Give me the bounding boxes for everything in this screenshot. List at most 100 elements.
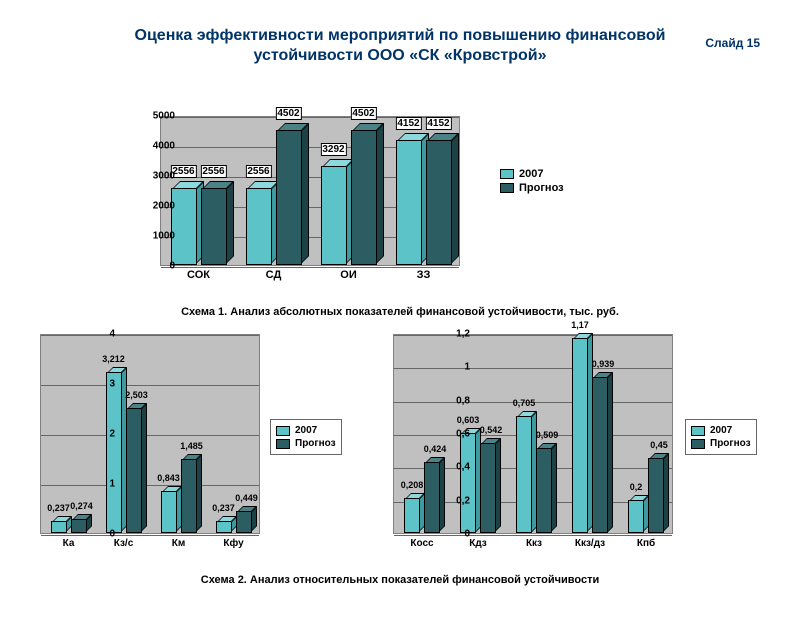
legend-label-2007: 2007	[710, 425, 732, 436]
bar-2007	[516, 416, 532, 534]
chart-1-caption: Схема 1. Анализ абсолютных показателей ф…	[0, 306, 800, 318]
value-prognoz: 0,939	[592, 359, 615, 369]
xtick: Кфу	[223, 538, 243, 549]
bar-2007	[628, 500, 644, 533]
chart-1-value-prognoz: 4502	[350, 107, 376, 120]
value-2007: 0,237	[47, 503, 70, 513]
value-prognoz: 1,485	[180, 441, 203, 451]
chart-1-value-prognoz: 4502	[275, 107, 301, 120]
xtick: Ккз/дз	[575, 538, 605, 549]
legend-swatch-2007	[691, 426, 705, 436]
xtick: Косс	[410, 538, 433, 549]
chart-1-bar-2007	[246, 188, 272, 265]
gridline	[394, 335, 672, 336]
value-2007: 0,843	[157, 473, 180, 483]
ytick: 1	[100, 479, 115, 490]
bar-2007	[404, 498, 420, 533]
xtick: Кз/с	[114, 538, 134, 549]
bar-prognoz	[424, 462, 440, 533]
legend-item-prognoz: Прогноз	[500, 182, 564, 194]
bar-prognoz	[592, 377, 608, 534]
chart-2-caption: Схема 2. Анализ относительных показателе…	[0, 574, 800, 586]
chart-1-bar-prognoz	[426, 140, 452, 265]
ytick: 0,8	[445, 395, 470, 406]
chart-1-value-prognoz: 2556	[200, 165, 226, 178]
value-prognoz: 0,424	[424, 444, 447, 454]
legend-item-prognoz: Прогноз	[276, 438, 336, 449]
bar-prognoz	[480, 443, 496, 533]
ytick: 0,4	[445, 462, 470, 473]
ytick: 0	[445, 529, 470, 540]
value-prognoz: 0,274	[70, 501, 93, 511]
value-2007: 3,212	[102, 354, 125, 364]
value-2007: 1,17	[571, 320, 589, 330]
legend-item-2007: 2007	[691, 425, 751, 436]
chart-1: 25562556СОК25564502СД32924502ОИ41524152З…	[120, 116, 480, 286]
bar-2007	[572, 338, 588, 533]
legend-item-prognoz: Прогноз	[691, 438, 751, 449]
legend-label-2007: 2007	[519, 168, 543, 180]
title-line-1: Оценка эффективности мероприятий по повы…	[135, 27, 666, 44]
chart-1-ytick: 4000	[140, 141, 175, 152]
legend-label-prognoz: Прогноз	[710, 438, 751, 449]
ytick: 0,2	[445, 495, 470, 506]
xtick: Км	[172, 538, 186, 549]
chart-2: 0,2370,274Ка3,2122,503Кз/с0,8431,485Км0,…	[20, 334, 340, 554]
bar-prognoz	[71, 519, 87, 533]
bar-2007	[216, 521, 232, 533]
xtick: Ка	[63, 538, 75, 549]
legend-swatch-prognoz	[500, 183, 514, 193]
value-2007: 0,2	[630, 482, 643, 492]
ytick: 1	[445, 362, 470, 373]
gridline	[41, 335, 259, 336]
ytick: 1,2	[445, 329, 470, 340]
bar-prognoz	[648, 458, 664, 533]
chart-1-bar-prognoz	[276, 130, 302, 265]
legend-swatch-2007	[276, 426, 290, 436]
chart-1-bar-prognoz	[201, 188, 227, 265]
chart-1-ytick: 1000	[140, 231, 175, 242]
gridline	[41, 435, 259, 436]
bar-prognoz	[126, 408, 142, 533]
gridline	[394, 368, 672, 369]
value-2007: 0,705	[513, 398, 536, 408]
ytick: 3	[100, 379, 115, 390]
chart-1-xtick: ОИ	[340, 269, 356, 281]
gridline	[41, 485, 259, 486]
chart-1-ytick: 3000	[140, 171, 175, 182]
gridline	[394, 535, 672, 536]
legend-item-2007: 2007	[276, 425, 336, 436]
chart-2-legend: 2007 Прогноз	[270, 419, 342, 455]
value-prognoz: 0,509	[536, 430, 559, 440]
bar-prognoz	[536, 448, 552, 533]
chart-1-xtick: СД	[266, 269, 282, 281]
bar-2007	[106, 372, 122, 533]
chart-3-legend: 2007 Прогноз	[685, 419, 757, 455]
legend-swatch-prognoz	[276, 439, 290, 449]
chart-1-gridline	[161, 267, 459, 268]
bar-2007	[460, 433, 476, 534]
page-title: Оценка эффективности мероприятий по повы…	[40, 26, 760, 66]
legend-swatch-2007	[500, 169, 514, 179]
xtick: Ккз	[526, 538, 542, 549]
chart-1-ytick: 5000	[140, 111, 175, 122]
legend-label-prognoz: Прогноз	[519, 182, 564, 194]
ytick: 4	[100, 329, 115, 340]
chart-1-ytick: 0	[140, 261, 175, 272]
chart-1-value-prognoz: 4152	[425, 117, 451, 130]
chart-1-xtick: ЗЗ	[417, 269, 431, 281]
legend-item-2007: 2007	[500, 168, 564, 180]
chart-3-plot: 0,2080,424Косс0,6030,542Кдз0,7050,509Ккз…	[393, 334, 673, 534]
title-line-2: устойчивости ООО «СК «Кровстрой»	[253, 47, 546, 64]
bar-prognoz	[181, 459, 197, 533]
chart-3: 0,2080,424Косс0,6030,542Кдз0,7050,509Ккз…	[365, 334, 755, 554]
chart-1-value-2007: 3292	[320, 143, 346, 156]
bar-2007	[161, 491, 177, 533]
gridline	[41, 385, 259, 386]
ytick: 2	[100, 429, 115, 440]
value-prognoz: 0,542	[480, 425, 503, 435]
chart-1-legend: 2007 Прогноз	[500, 166, 564, 196]
chart-1-ytick: 2000	[140, 201, 175, 212]
value-2007: 0,237	[212, 503, 235, 513]
xtick: Кпб	[637, 538, 655, 549]
